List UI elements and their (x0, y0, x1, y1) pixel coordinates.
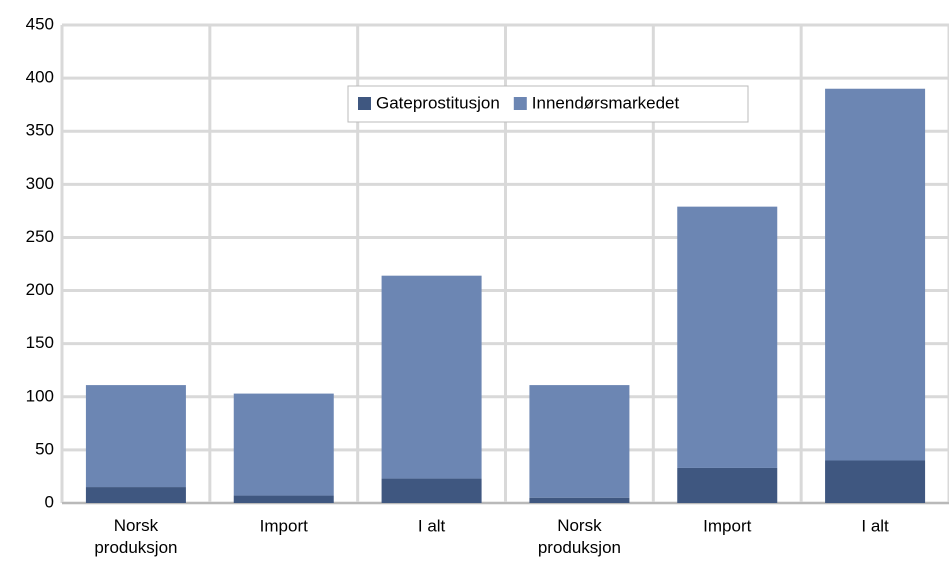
legend-swatch (513, 97, 527, 110)
x-tick-label: I alt (861, 516, 889, 535)
bar-segment (529, 385, 630, 498)
bar-segment (85, 487, 186, 503)
y-tick-label: 50 (35, 439, 54, 458)
bar-segment (85, 385, 186, 488)
y-tick-label: 250 (26, 227, 54, 246)
x-tick-label: Norsk produksjon (538, 516, 621, 557)
bar-segment (529, 497, 630, 503)
legend: Gateprostitusjon Innendørsmarkedet (347, 85, 749, 123)
bar-segment (677, 467, 778, 503)
x-tick-label: Norsk produksjon (94, 516, 177, 557)
bar-segment (233, 393, 334, 496)
y-tick-label: 150 (26, 333, 54, 352)
y-tick-label: 450 (26, 14, 54, 33)
y-tick-label: 400 (26, 68, 54, 87)
legend-swatch (358, 97, 371, 110)
legend-box (347, 85, 749, 123)
x-tick-label: Import (260, 516, 308, 535)
y-tick-label: 0 (45, 492, 54, 511)
legend-label: Gateprostitusjon (376, 93, 500, 112)
legend-label: Innendørsmarkedet (532, 93, 680, 112)
bar-segment (381, 478, 482, 503)
bar-segment (677, 206, 778, 468)
y-tick-label: 350 (26, 121, 54, 140)
bar-segment (825, 460, 926, 503)
x-tick-label: Import (703, 516, 751, 535)
x-tick-label: I alt (418, 516, 446, 535)
y-tick-label: 200 (26, 280, 54, 299)
y-tick-label: 300 (26, 174, 54, 193)
y-tick-label: 100 (26, 386, 54, 405)
bar-segment (381, 275, 482, 479)
bar-segment (825, 88, 926, 461)
bar-segment (233, 495, 334, 503)
